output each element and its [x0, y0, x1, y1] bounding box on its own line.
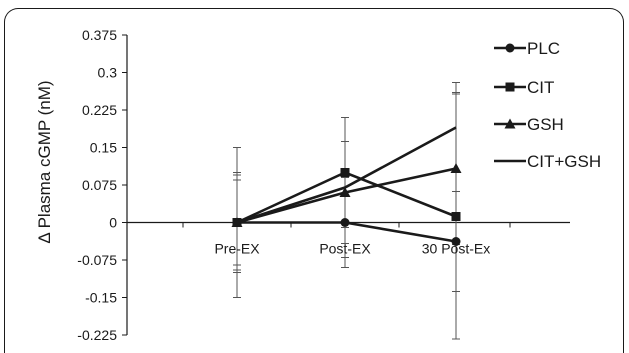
y-tick-label: 0.3	[98, 65, 118, 81]
y-tick-label: 0.15	[90, 140, 117, 156]
chart-frame	[4, 8, 624, 353]
x-tick-label: 30 Post-Ex	[422, 241, 490, 257]
legend-label-cit: CIT	[527, 78, 554, 97]
line-chart: 0.375 0.3 0.225 0.15 0.075 0 -0.075 -0.15 -0.225…	[35, 27, 601, 343]
y-tick-label: -0.225	[77, 327, 117, 343]
x-axis-labels: Pre-EX Post-EX 30 Post-Ex	[214, 241, 490, 257]
legend-marker-plc	[505, 43, 515, 53]
legend: PLC CIT GSH CIT+GSH	[494, 39, 601, 171]
data-point-cit	[340, 168, 350, 177]
data-point-cit	[451, 212, 461, 221]
data-point-plc	[451, 237, 461, 246]
y-axis-ticks: 0.375 0.3 0.225 0.15 0.075 0 -0.075 -0.15 -0.225	[77, 27, 127, 343]
y-axis-label: Δ Plasma cGMP (nM)	[35, 80, 54, 243]
data-point-gsh	[339, 187, 351, 197]
legend-marker-gsh	[504, 118, 516, 129]
y-tick-label: 0.225	[82, 102, 117, 118]
legend-label-plc: PLC	[527, 39, 560, 58]
y-tick-label: 0.375	[82, 27, 117, 43]
data-point-plc	[340, 218, 350, 227]
x-tick-label: Post-EX	[319, 241, 371, 257]
legend-label-cit-gsh: CIT+GSH	[527, 152, 601, 171]
series-markers	[231, 163, 462, 246]
x-tick-label: Pre-EX	[214, 241, 260, 257]
y-tick-label: 0.075	[82, 177, 117, 193]
y-tick-label: -0.075	[77, 252, 117, 268]
legend-label-gsh: GSH	[527, 115, 564, 134]
data-point-gsh	[450, 163, 462, 173]
data-point-gsh	[231, 217, 243, 227]
y-tick-label: 0	[109, 215, 117, 231]
y-tick-label: -0.15	[85, 290, 117, 306]
legend-marker-cit	[505, 82, 515, 92]
series-line-cit	[236, 171, 457, 224]
error-bars	[233, 82, 460, 340]
